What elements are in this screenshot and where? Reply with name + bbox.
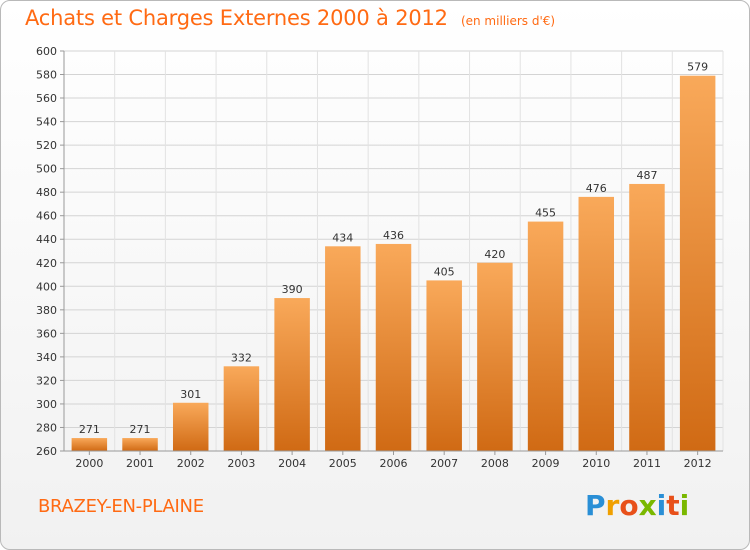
x-tick-label: 2003 [227, 457, 255, 470]
bar-2002 [172, 402, 209, 451]
bar-2012 [679, 75, 716, 452]
data-label: 476 [586, 182, 607, 195]
y-tick-label: 280 [36, 421, 57, 434]
data-label: 271 [79, 423, 100, 436]
x-tick-label: 2001 [126, 457, 154, 470]
bar-2006 [375, 243, 412, 451]
data-label: 390 [282, 283, 303, 296]
x-tick-label: 2007 [430, 457, 458, 470]
y-tick-label: 300 [36, 398, 57, 411]
y-tick-label: 520 [36, 139, 57, 152]
y-tick-label: 460 [36, 210, 57, 223]
bar-2001 [122, 438, 158, 451]
bar-2000 [71, 438, 108, 451]
y-tick-label: 600 [36, 45, 57, 58]
chart-title-text: Achats et Charges Externes 2000 à 2012 [25, 6, 448, 30]
bar-2007 [426, 280, 462, 451]
y-tick-label: 540 [36, 116, 57, 129]
bar-2008 [477, 262, 513, 451]
data-label: 436 [383, 229, 404, 242]
data-label: 271 [130, 423, 151, 436]
bar-2004 [274, 298, 310, 451]
x-tick-label: 2011 [633, 457, 661, 470]
chart-unit: (en milliers d'€) [460, 14, 556, 28]
y-tick-label: 420 [36, 257, 57, 270]
bar-2009 [527, 221, 564, 451]
y-tick-label: 500 [36, 163, 57, 176]
x-tick-label: 2004 [278, 457, 306, 470]
y-tick-label: 260 [36, 445, 57, 458]
bar-2005 [325, 246, 361, 451]
y-tick-label: 440 [36, 233, 57, 246]
x-tick-label: 2006 [380, 457, 408, 470]
data-label: 405 [434, 265, 455, 278]
y-tick-label: 360 [36, 327, 57, 340]
proxiti-logo: Proxiti [585, 489, 690, 522]
y-tick-label: 580 [36, 69, 57, 82]
data-label: 487 [636, 169, 657, 182]
city-name: BRAZEY-EN-PLAINE [38, 496, 204, 517]
bar-2010 [578, 196, 615, 451]
data-label: 434 [332, 231, 353, 244]
data-label: 301 [180, 388, 201, 401]
x-tick-label: 2009 [532, 457, 560, 470]
y-tick-label: 320 [36, 374, 57, 387]
data-label: 332 [231, 351, 252, 364]
y-tick-label: 560 [36, 92, 57, 105]
x-tick-label: 2010 [582, 457, 610, 470]
chart-title: Achats et Charges Externes 2000 à 2012 (… [25, 6, 555, 30]
y-tick-label: 480 [36, 186, 57, 199]
data-label: 579 [687, 61, 708, 74]
x-tick-label: 2008 [481, 457, 509, 470]
x-tick-label: 2002 [177, 457, 205, 470]
x-tick-label: 2005 [329, 457, 357, 470]
bar-2003 [223, 366, 260, 451]
y-tick-label: 400 [36, 280, 57, 293]
x-tick-label: 2000 [75, 457, 103, 470]
y-tick-label: 340 [36, 351, 57, 364]
bar-2011 [629, 183, 665, 452]
data-label: 455 [535, 207, 556, 220]
x-tick-label: 2012 [684, 457, 712, 470]
data-label: 420 [484, 248, 505, 261]
y-tick-label: 380 [36, 304, 57, 317]
